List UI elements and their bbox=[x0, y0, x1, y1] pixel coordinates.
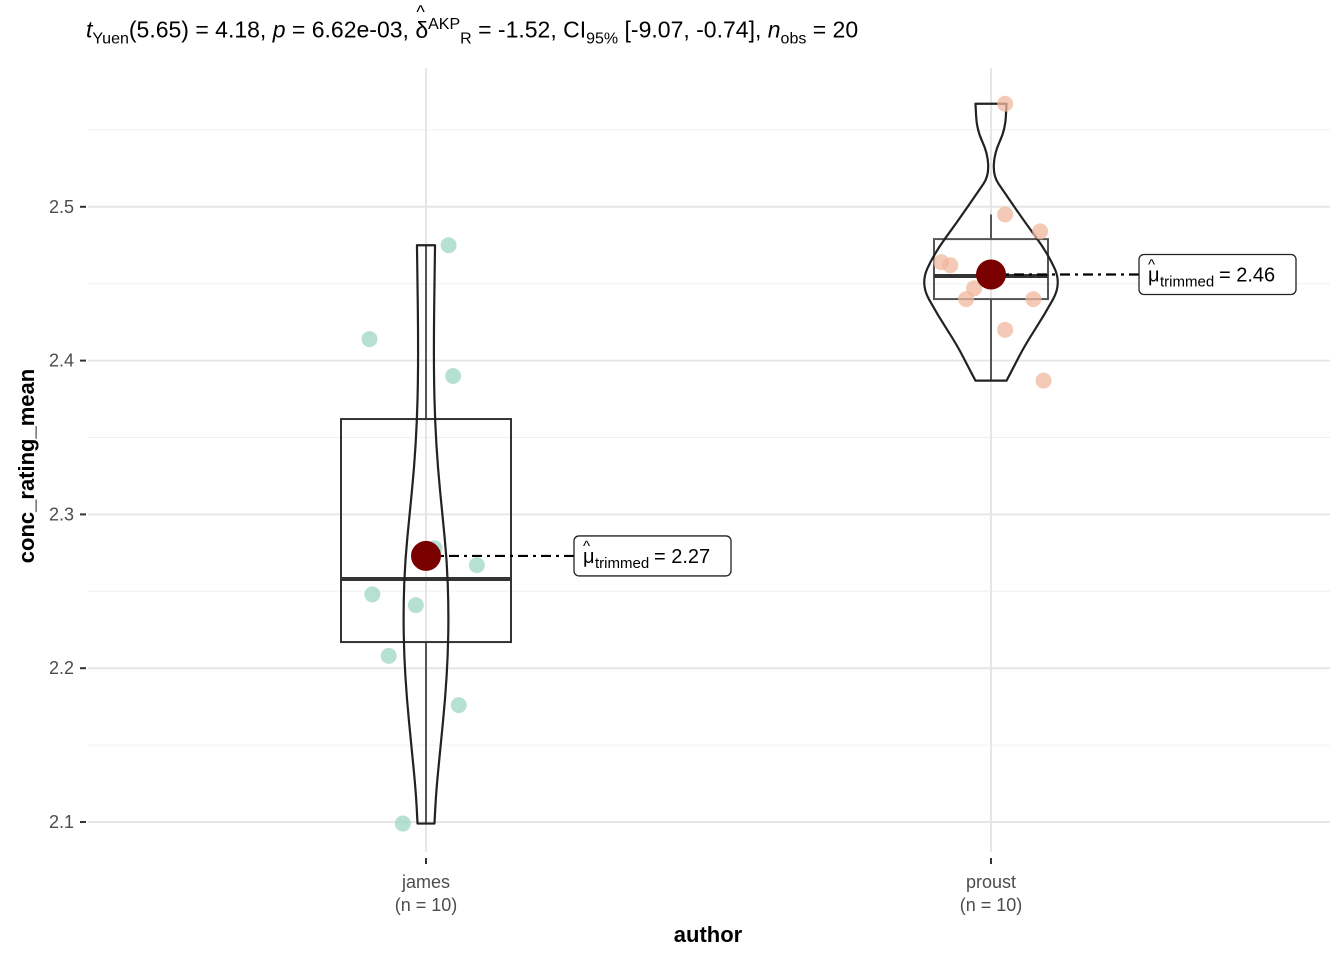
x-tick-label-james: james bbox=[401, 872, 450, 892]
effect-size-symbol: ^ δ bbox=[415, 2, 429, 44]
y-tick-label: 2.4 bbox=[49, 351, 74, 371]
group-layers: ^μ trimmed = 2.27^μ trimmed = 2.46 bbox=[340, 95, 1297, 832]
mean-label-james: ^μ trimmed = 2.27 bbox=[573, 535, 732, 577]
ci-subscript: 95% bbox=[586, 30, 619, 48]
data-point bbox=[1035, 372, 1052, 389]
mean-label-subscript: trimmed bbox=[1160, 273, 1214, 290]
effect-size-value: = -1.52, CI bbox=[471, 16, 587, 43]
y-axis-title: conc_rating_mean bbox=[14, 369, 39, 563]
trimmed-mean-point bbox=[411, 540, 441, 571]
group-james: ^μ trimmed = 2.27 bbox=[340, 237, 732, 832]
y-tick-label: 2.1 bbox=[49, 812, 74, 832]
data-point bbox=[997, 206, 1014, 223]
violin-james bbox=[402, 244, 450, 825]
data-point bbox=[468, 557, 485, 574]
effect-size-superscript: AKP bbox=[428, 16, 461, 33]
mean-label-symbol: μ bbox=[1148, 264, 1160, 286]
data-point bbox=[445, 367, 462, 384]
mean-label-proust: ^μ trimmed = 2.46 bbox=[1138, 253, 1297, 296]
data-point bbox=[440, 237, 457, 254]
t-symbol: t bbox=[86, 16, 93, 43]
data-points-james bbox=[361, 237, 485, 832]
data-point bbox=[1032, 223, 1049, 240]
mean-label-hat: ^ bbox=[1148, 256, 1155, 273]
data-point bbox=[394, 815, 411, 832]
y-tick-label: 2.2 bbox=[49, 658, 74, 678]
x-axis: james (n = 10) proust (n = 10) bbox=[395, 858, 1023, 915]
data-point bbox=[997, 95, 1014, 112]
x-tick-label-proust: proust bbox=[966, 872, 1016, 892]
x-axis-title: author bbox=[674, 922, 743, 947]
box-plot-james bbox=[340, 245, 512, 824]
group-proust: ^μ trimmed = 2.46 bbox=[923, 95, 1297, 389]
mean-label-hat: ^ bbox=[583, 538, 590, 555]
n-value: = 20 bbox=[806, 16, 859, 43]
box-iqr bbox=[340, 418, 512, 644]
mean-label-value: = 2.27 bbox=[654, 546, 710, 568]
p-symbol: p bbox=[272, 16, 286, 43]
n-symbol: n bbox=[767, 16, 781, 43]
data-point bbox=[958, 291, 975, 308]
mean-label-subscript: trimmed bbox=[595, 555, 649, 572]
effect-size-hat: ^ bbox=[416, 1, 425, 22]
data-point bbox=[380, 647, 397, 664]
n-subscript: obs bbox=[780, 30, 807, 48]
x-tick-count-proust: (n = 10) bbox=[960, 895, 1023, 915]
y-axis: 2.1 2.2 2.3 2.4 2.5 bbox=[49, 197, 86, 832]
t-subscript: Yuen bbox=[92, 30, 129, 48]
delta-symbol: δ bbox=[415, 16, 429, 43]
data-point bbox=[450, 697, 467, 714]
data-point bbox=[997, 321, 1014, 338]
data-point bbox=[942, 257, 959, 274]
violin-proust bbox=[923, 102, 1059, 382]
y-tick-label: 2.3 bbox=[49, 504, 74, 524]
chart-subtitle: tYuen(5.65) = 4.18, p = 6.62e-03, ^ δAKPR… bbox=[86, 2, 859, 48]
mean-label-box bbox=[1138, 253, 1297, 296]
box-iqr bbox=[933, 238, 1049, 301]
mean-label-box bbox=[573, 535, 732, 577]
mean-label-value: = 2.46 bbox=[1219, 264, 1275, 286]
effect-size-subscript: R bbox=[460, 30, 472, 48]
data-point bbox=[407, 597, 424, 614]
ci-value: [-9.07, -0.74], bbox=[618, 16, 768, 43]
data-point bbox=[1025, 291, 1042, 308]
y-tick-label: 2.5 bbox=[49, 197, 74, 217]
mean-label-symbol: μ bbox=[583, 546, 595, 568]
trimmed-mean-point bbox=[976, 259, 1006, 290]
grid-lines bbox=[88, 68, 1330, 852]
t-statistic: (5.65) = 4.18, bbox=[128, 16, 273, 43]
p-value: = 6.62e-03, bbox=[285, 16, 416, 43]
data-points-proust bbox=[933, 95, 1052, 389]
x-tick-count-james: (n = 10) bbox=[395, 895, 458, 915]
data-point bbox=[364, 586, 381, 603]
data-point bbox=[361, 331, 378, 348]
